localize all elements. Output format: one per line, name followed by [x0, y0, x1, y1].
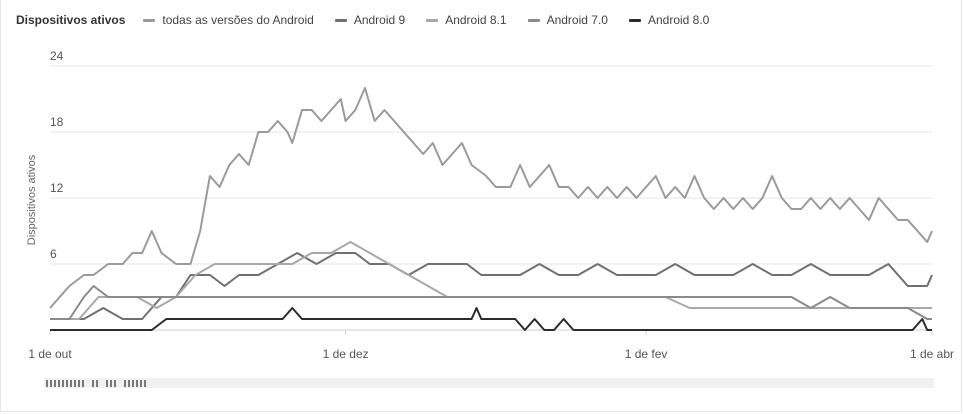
y-tick-label: 24 — [50, 49, 64, 63]
legend-item-all-versions[interactable]: todas as versões do Android — [143, 13, 314, 27]
y-axis-ticks: 6 12 18 24 — [50, 49, 64, 261]
legend-item-label: Android 8.0 — [647, 13, 710, 27]
legend-item-label: Android 7.0 — [546, 13, 608, 27]
y-tick-label: 6 — [50, 247, 57, 261]
legend-swatch — [426, 18, 439, 22]
legend-item-android-8-0[interactable]: Android 8.0 — [628, 13, 710, 27]
y-tick-label: 12 — [50, 181, 64, 195]
x-tick-label: 1 de out — [28, 347, 72, 361]
legend-item-label: todas as versões do Android — [162, 13, 314, 27]
x-tick-label: 1 de fev — [625, 347, 668, 361]
legend-item-android-7-0[interactable]: Android 7.0 — [527, 13, 608, 27]
legend-item-android-9[interactable]: Android 9 — [334, 13, 406, 27]
chart-legend: Dispositivos ativos todas as versões do … — [0, 0, 964, 40]
x-axis-ticks: 1 de out 1 de dez 1 de fev 1 de abr — [28, 330, 954, 361]
legend-swatch — [527, 18, 540, 22]
legend-swatch — [334, 18, 347, 22]
x-tick-label: 1 de dez — [323, 347, 369, 361]
x-tick-label: 1 de abr — [910, 347, 954, 361]
y-axis-label: Dispositivos ativos — [26, 154, 38, 245]
y-tick-label: 18 — [50, 115, 64, 129]
legend-item-android-8-1[interactable]: Android 8.1 — [426, 13, 507, 27]
legend-item-label: Android 9 — [353, 13, 406, 27]
chart-series — [49, 87, 933, 331]
series-line-4 — [50, 307, 932, 331]
scrollbar-handle[interactable] — [46, 380, 146, 387]
legend-swatch — [628, 18, 641, 22]
legend-item-label: Android 8.1 — [445, 13, 507, 27]
series-line-1 — [50, 252, 933, 320]
legend-swatch — [143, 18, 156, 22]
legend-title: Dispositivos ativos — [16, 13, 126, 27]
series-line-3 — [50, 285, 932, 320]
series-line-0 — [49, 87, 933, 309]
timeline-scrollbar[interactable] — [44, 378, 934, 388]
series-line-2 — [50, 241, 932, 320]
